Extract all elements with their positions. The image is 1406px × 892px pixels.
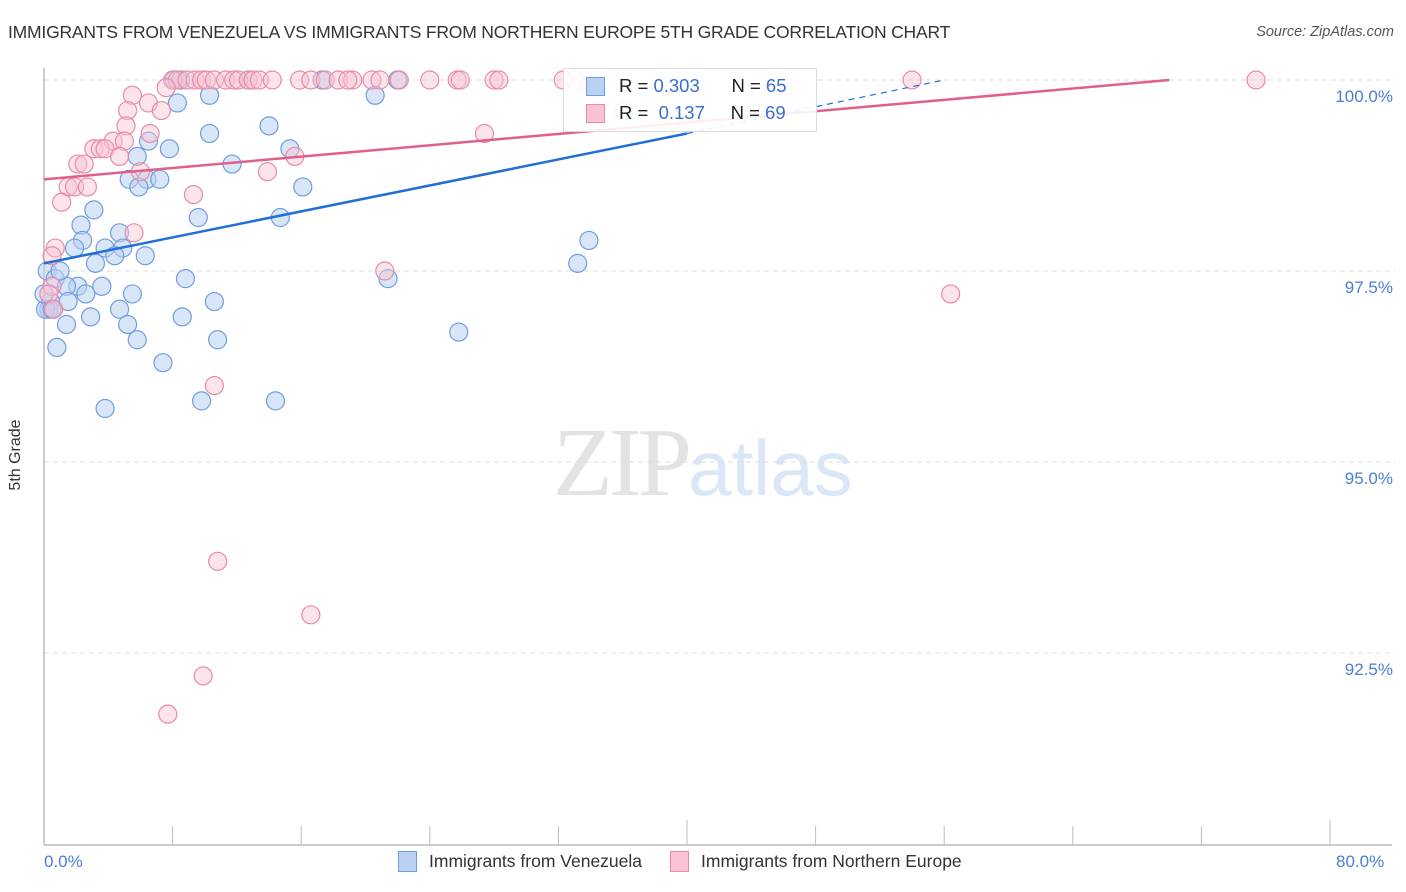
r-value: 0.303: [653, 75, 700, 96]
r-label: R =: [619, 75, 649, 96]
n-value: 65: [765, 75, 787, 96]
y-tick-95: 95.0%: [1344, 469, 1393, 488]
legend-item-northern-europe[interactable]: Immigrants from Northern Europe: [670, 851, 962, 872]
x-tick-0: 0.0%: [44, 852, 83, 871]
venezuela-swatch: [398, 851, 417, 872]
northern-europe-swatch: [586, 103, 605, 123]
r-label: R =: [619, 102, 649, 123]
n-value: 69: [765, 102, 786, 123]
legend-row-northern-europe: R = 0.137 N = 69: [586, 100, 786, 126]
y-axis-label: 5th Grade: [7, 419, 24, 491]
r-value: 0.137: [658, 102, 705, 123]
chart-title: IMMIGRANTS FROM VENEZUELA VS IMMIGRANTS …: [8, 22, 951, 42]
northern-europe-swatch: [670, 851, 690, 872]
venezuela-swatch: [586, 76, 605, 96]
y-tick-97-5: 97.5%: [1344, 278, 1393, 297]
data-points: [34, 70, 1266, 724]
legend-row-venezuela: R = 0.303 N = 65: [586, 73, 786, 99]
x-tick-80: 80.0%: [1336, 852, 1385, 871]
n-label: N =: [730, 102, 760, 123]
source-label: Source: ZipAtlas.com: [1256, 24, 1394, 40]
y-tick-100: 100.0%: [1335, 87, 1393, 106]
watermark-zip: ZIP: [553, 409, 692, 517]
zipatlas-watermark: ZIPatlas: [553, 405, 853, 519]
y-tick-92-5: 92.5%: [1344, 660, 1393, 679]
correlation-legend: R = 0.303 N = 65 R = 0.137 N = 69: [563, 68, 817, 132]
legend-label: Immigrants from Northern Europe: [701, 851, 962, 871]
gridlines: [44, 79, 1395, 654]
n-label: N =: [731, 75, 761, 96]
series-legend: Immigrants from Venezuela Immigrants fro…: [398, 851, 990, 872]
axes: [43, 68, 1392, 846]
watermark-atlas: atlas: [688, 424, 853, 512]
legend-item-venezuela[interactable]: Immigrants from Venezuela: [398, 851, 642, 872]
legend-label: Immigrants from Venezuela: [429, 851, 643, 871]
